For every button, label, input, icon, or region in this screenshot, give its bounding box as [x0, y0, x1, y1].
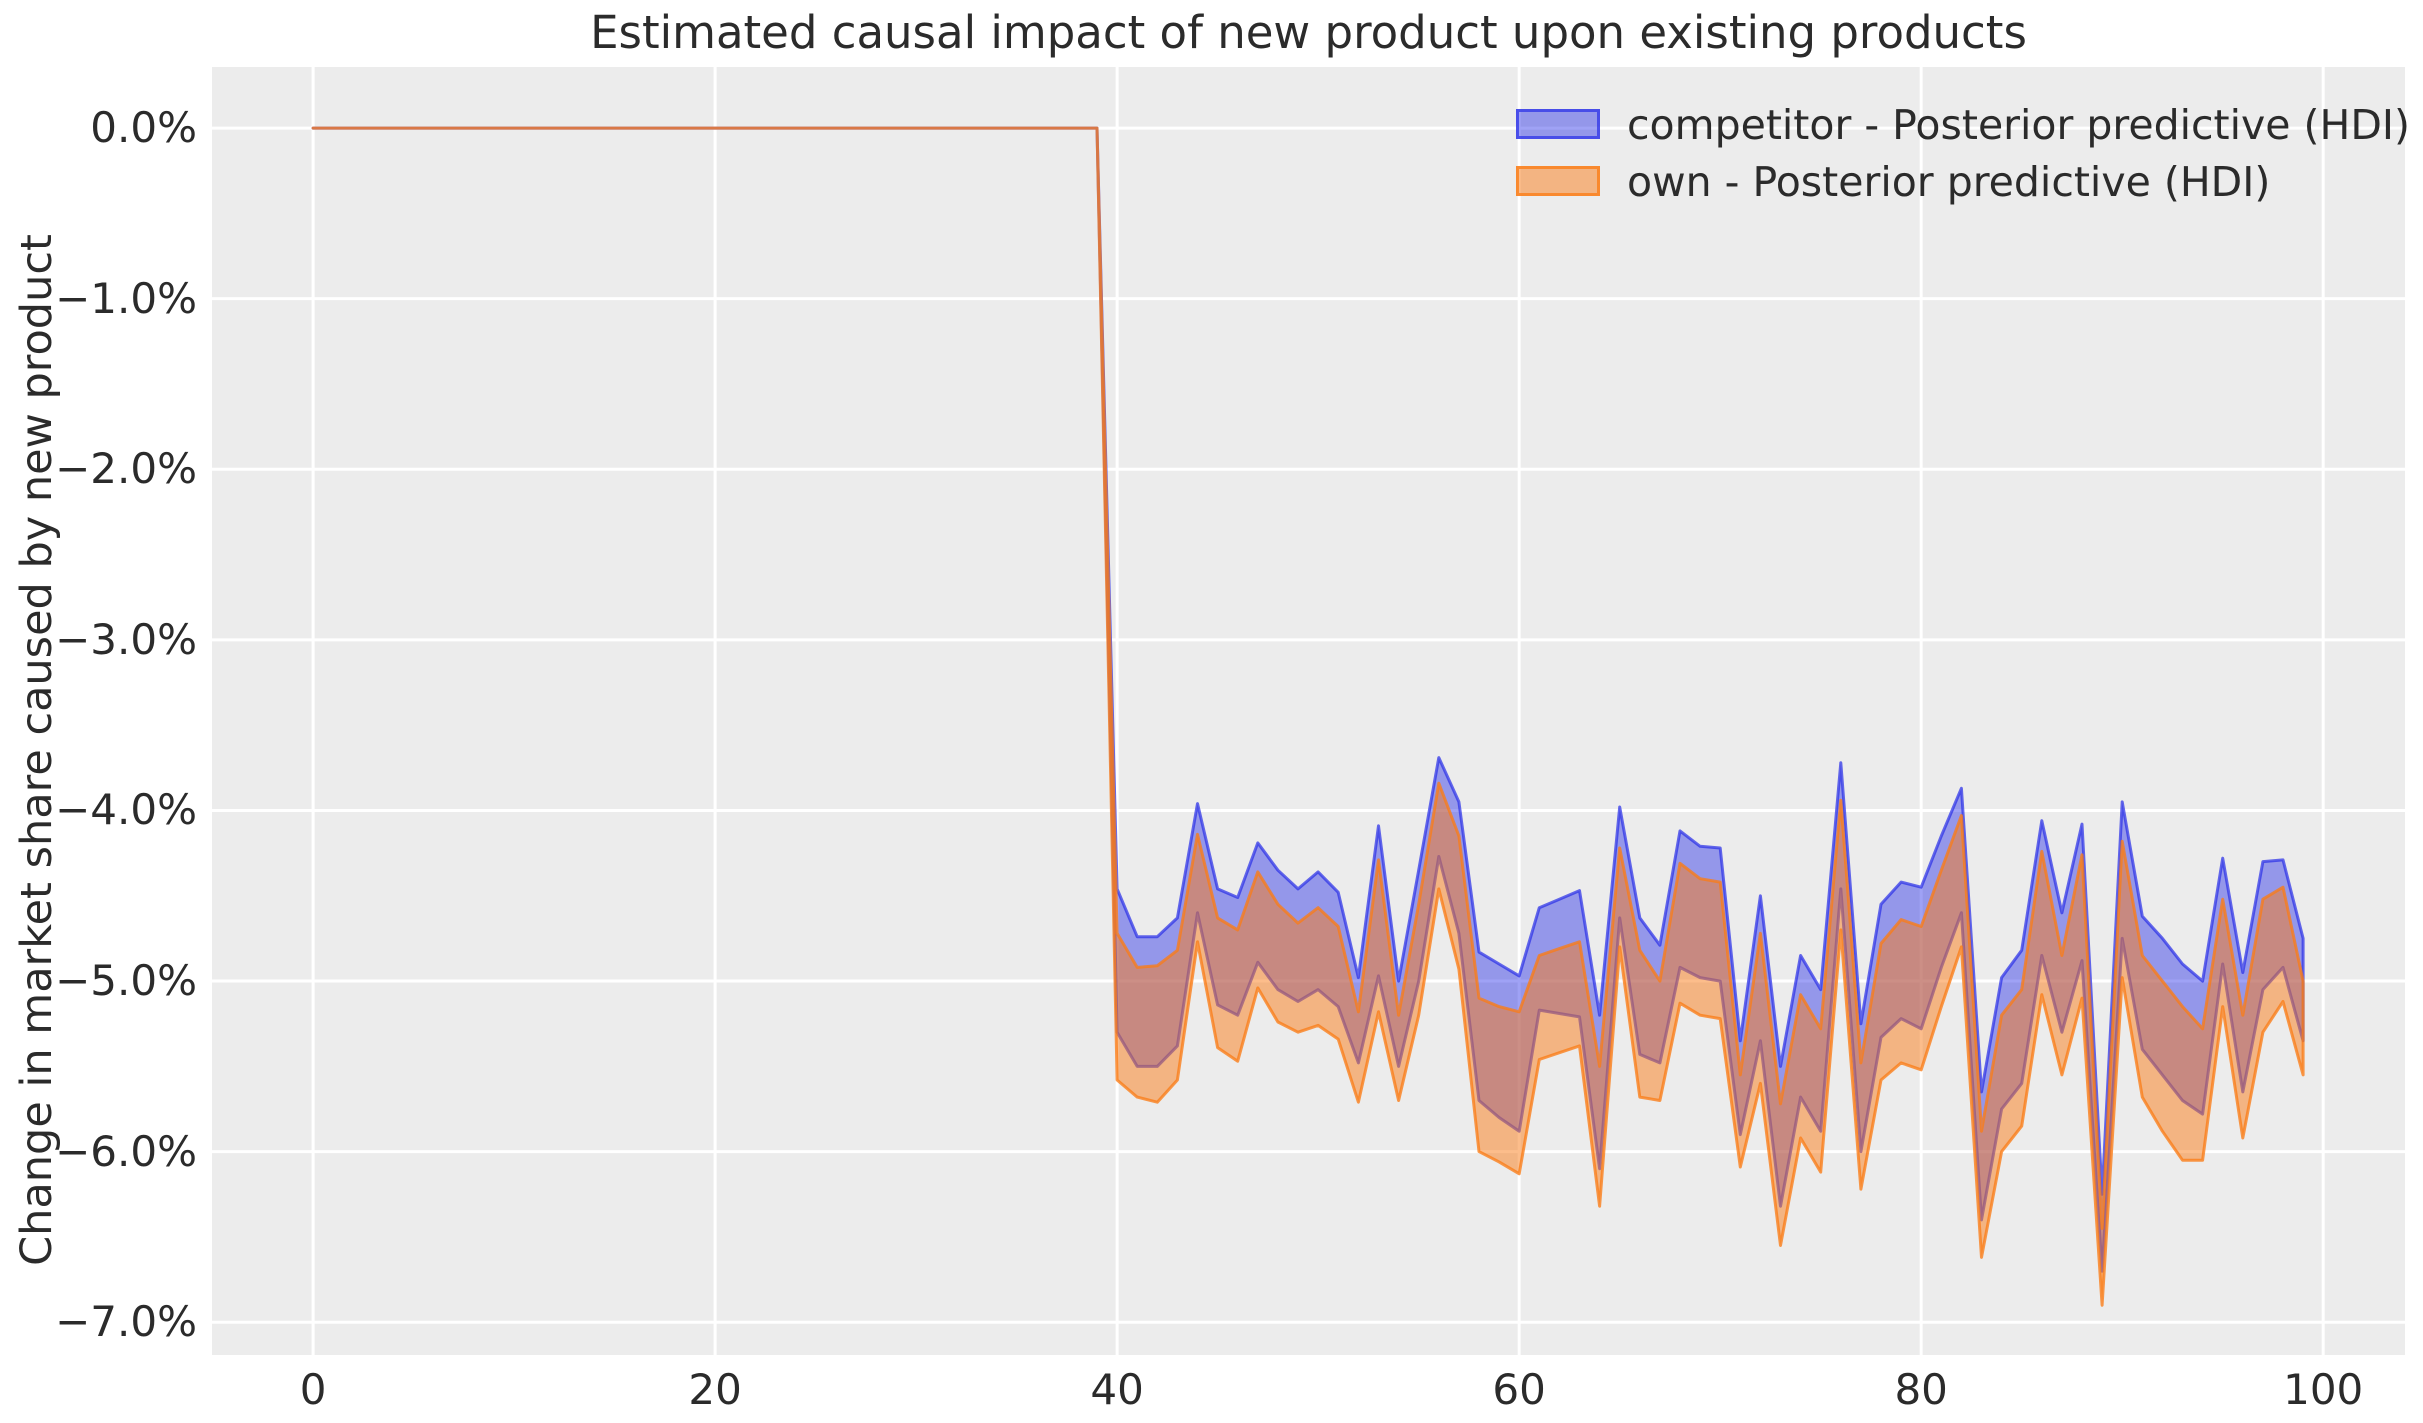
y-tick-label: −1.0%	[55, 273, 197, 323]
y-axis-label: Change in market share caused by new pro…	[12, 234, 62, 1266]
y-tick-label: −6.0%	[55, 1126, 197, 1176]
x-tick-label: 0	[299, 1365, 327, 1414]
own-hdi-band	[311, 126, 2305, 1307]
y-tick-label: −4.0%	[55, 785, 197, 835]
legend-label: competitor - Posterior predictive (HDI)	[1627, 101, 2411, 149]
x-tick-label: 20	[688, 1365, 742, 1414]
chart-title: Estimated causal impact of new product u…	[590, 6, 2027, 59]
x-tick-label: 80	[1894, 1365, 1948, 1414]
y-tick-label: −5.0%	[55, 956, 197, 1006]
y-tick-label: −2.0%	[55, 444, 197, 494]
competitor-hdi-swatch	[1516, 109, 1600, 139]
x-tick-label: 40	[1090, 1365, 1144, 1414]
x-tick-label: 60	[1492, 1365, 1546, 1414]
chart-canvas	[212, 67, 2405, 1355]
y-tick-label: 0.0%	[90, 103, 197, 153]
y-tick-label: −3.0%	[55, 614, 197, 664]
x-tick-label: 100	[2283, 1365, 2364, 1414]
y-tick-label: −7.0%	[55, 1297, 197, 1347]
own-hdi-swatch	[1516, 166, 1600, 196]
plot-area	[212, 67, 2405, 1355]
legend-label: own - Posterior predictive (HDI)	[1627, 158, 2271, 206]
